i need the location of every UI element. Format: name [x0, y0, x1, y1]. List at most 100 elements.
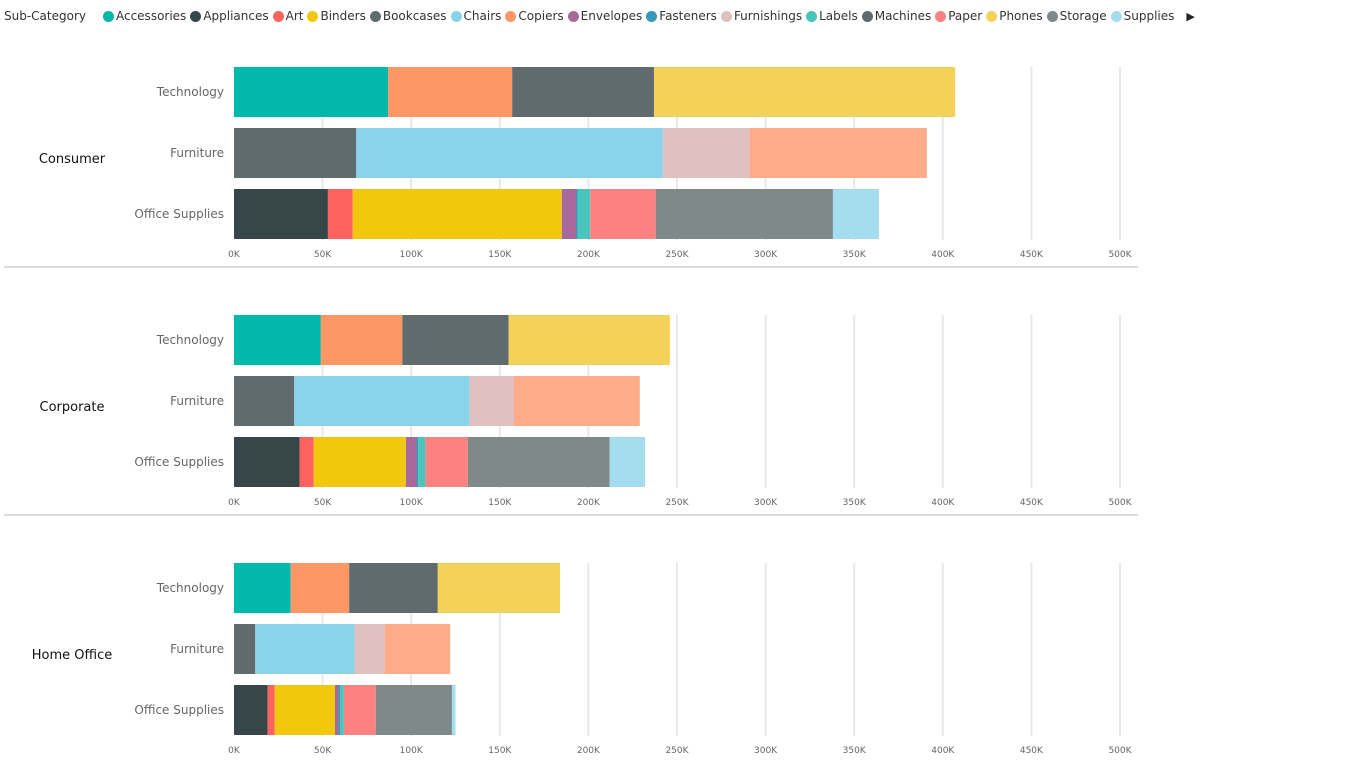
- x-tick-label: 50K: [314, 250, 332, 260]
- bar-segment-labels[interactable]: [340, 685, 344, 735]
- bar-segment-binders[interactable]: [313, 437, 406, 487]
- legend-dot-icon: [1046, 10, 1058, 22]
- x-tick-label: 0K: [228, 746, 241, 756]
- bar-segment-furnishings[interactable]: [469, 376, 514, 426]
- bar-segment-storage[interactable]: [655, 189, 833, 239]
- x-tick-label: 150K: [488, 250, 512, 260]
- legend-item-machines[interactable]: Machines: [861, 9, 931, 23]
- bar-segment[interactable]: [384, 624, 451, 674]
- legend-item-art[interactable]: Art: [272, 9, 304, 23]
- bar-segment-paper[interactable]: [343, 685, 376, 735]
- bar-segment-chairs[interactable]: [294, 376, 470, 426]
- legend-item-bookcases[interactable]: Bookcases: [369, 9, 447, 23]
- bar-segment-art[interactable]: [327, 189, 353, 239]
- bar-segment-machines[interactable]: [402, 315, 509, 365]
- bar-segment-machines[interactable]: [349, 563, 438, 613]
- legend-dot-icon: [861, 10, 873, 22]
- bar-segment-bookcases[interactable]: [234, 624, 256, 674]
- bar-segment[interactable]: [749, 128, 927, 178]
- x-tick-label: 50K: [314, 746, 332, 756]
- category-label: Technology: [156, 333, 224, 347]
- x-tick-label: 0K: [228, 498, 241, 508]
- legend-dot-icon: [272, 10, 284, 22]
- bar-segment-envelopes[interactable]: [561, 189, 576, 239]
- bar-segment-envelopes[interactable]: [335, 685, 339, 735]
- legend-label: Art: [285, 9, 304, 23]
- legend-label: Copiers: [518, 9, 564, 23]
- legend-item-appliances[interactable]: Appliances: [190, 9, 269, 23]
- bar-segment-furnishings[interactable]: [662, 128, 750, 178]
- legend-dot-icon: [720, 10, 732, 22]
- bar-segment-binders[interactable]: [352, 189, 562, 239]
- legend-next-triangle-right-icon[interactable]: ▶: [1186, 9, 1195, 23]
- bar-segment-bookcases[interactable]: [234, 376, 295, 426]
- x-tick-label: 0K: [228, 250, 241, 260]
- bar-segment-paper[interactable]: [590, 189, 656, 239]
- bar-segment-art[interactable]: [299, 437, 314, 487]
- legend-item-paper[interactable]: Paper: [935, 9, 982, 23]
- bar-segment-fasteners[interactable]: [575, 189, 578, 239]
- bar-segment-appliances[interactable]: [234, 437, 300, 487]
- legend-item-supplies[interactable]: Supplies: [1110, 9, 1175, 23]
- legend-title: Sub-Category: [4, 9, 86, 23]
- legend-label: Supplies: [1123, 9, 1175, 23]
- bar-segment-paper[interactable]: [425, 437, 468, 487]
- bar-segment-supplies[interactable]: [609, 437, 646, 487]
- legend-dot-icon: [935, 10, 947, 22]
- panel-home-office: 0K 50K 100K 150K 200K 250K 300K 350K 400K 450K 500…: [32, 563, 1133, 756]
- legend-item-chairs[interactable]: Chairs: [450, 9, 501, 23]
- bar-segment-accessories[interactable]: [234, 315, 321, 365]
- bar-segment-accessories[interactable]: [234, 563, 291, 613]
- bar-segment-accessories[interactable]: [234, 67, 389, 117]
- legend-item-accessories[interactable]: Accessories: [102, 9, 186, 23]
- bar-segment-chairs[interactable]: [356, 128, 663, 178]
- x-tick-label: 450K: [1020, 746, 1044, 756]
- x-tick-label: 350K: [843, 498, 867, 508]
- legend-dot-icon: [646, 10, 658, 22]
- bar-segment-phones[interactable]: [437, 563, 561, 613]
- bar-segment-storage[interactable]: [467, 437, 610, 487]
- x-tick-label: 350K: [843, 746, 867, 756]
- bar-segment-binders[interactable]: [274, 685, 336, 735]
- x-tick-label: 250K: [665, 250, 689, 260]
- legend-item-furnishings[interactable]: Furnishings: [720, 9, 802, 23]
- bar-segment-copiers[interactable]: [320, 315, 403, 365]
- legend-item-fasteners[interactable]: Fasteners: [646, 9, 717, 23]
- bar-segment-appliances[interactable]: [234, 685, 268, 735]
- bar-segment-copiers[interactable]: [388, 67, 513, 117]
- bar-segment-art[interactable]: [267, 685, 275, 735]
- x-tick-label: 500K: [1108, 498, 1132, 508]
- legend-item-binders[interactable]: Binders: [307, 9, 366, 23]
- category-label: Furniture: [170, 642, 224, 656]
- legend-item-envelopes[interactable]: Envelopes: [567, 9, 643, 23]
- bar-segment-appliances[interactable]: [234, 189, 328, 239]
- bar-segment-phones[interactable]: [653, 67, 956, 117]
- legend-dot-icon: [102, 10, 114, 22]
- legend-label: Storage: [1059, 9, 1107, 23]
- bar-segment-supplies[interactable]: [451, 685, 456, 735]
- legend-item-copiers[interactable]: Copiers: [505, 9, 564, 23]
- bar-segment-fasteners[interactable]: [338, 685, 341, 735]
- bar-segment-furnishings[interactable]: [354, 624, 385, 674]
- x-tick-label: 300K: [754, 250, 778, 260]
- bar-segment-labels[interactable]: [577, 189, 591, 239]
- legend-label: Envelopes: [580, 9, 643, 23]
- bar-segment-storage[interactable]: [375, 685, 452, 735]
- bar-segment-chairs[interactable]: [255, 624, 355, 674]
- bar-segment-envelopes[interactable]: [405, 437, 417, 487]
- bar-segment[interactable]: [513, 376, 640, 426]
- bar-segment-phones[interactable]: [508, 315, 670, 365]
- bar-segment-labels[interactable]: [418, 437, 426, 487]
- bar-segment-supplies[interactable]: [832, 189, 880, 239]
- x-tick-label: 350K: [843, 250, 867, 260]
- bar-segment-bookcases[interactable]: [234, 128, 357, 178]
- legend-item-labels[interactable]: Labels: [806, 9, 858, 23]
- bar-segment-machines[interactable]: [512, 67, 654, 117]
- bar-segment-copiers[interactable]: [290, 563, 350, 613]
- x-tick-label: 100K: [400, 498, 424, 508]
- legend-item-storage[interactable]: Storage: [1046, 9, 1107, 23]
- legend-item-phones[interactable]: Phones: [986, 9, 1043, 23]
- bar-segment-fasteners[interactable]: [416, 437, 419, 487]
- x-tick-label: 400K: [931, 746, 955, 756]
